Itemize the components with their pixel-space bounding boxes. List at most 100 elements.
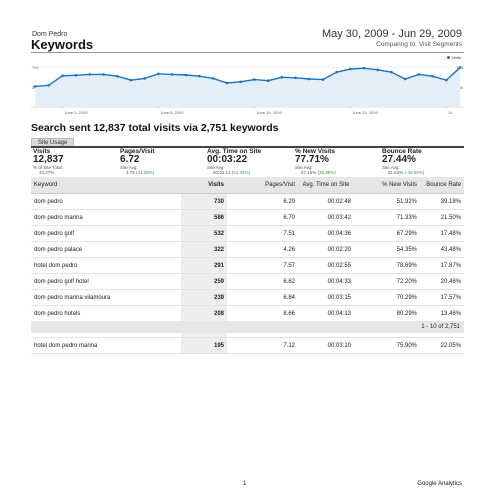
cell-keyword[interactable]: dom pedro palace	[31, 241, 181, 258]
metric-sub: % of Site Total:	[33, 165, 63, 170]
cell-keyword[interactable]: hotel dom pedro	[31, 257, 181, 274]
table-row[interactable]: dom pedro marina 586 6.70 00:03:42 71.33% 21.…	[31, 209, 464, 226]
column-header-bounce-rate[interactable]: Bounce Rate	[420, 177, 464, 194]
metric-new-visits: % New Visits 77.71% Site Avg: 57.15% (35…	[295, 148, 336, 175]
column-header-visits[interactable]: Visits	[181, 177, 227, 194]
y-tick-label-right: 350	[456, 85, 463, 90]
cell-new-visits: 71.33%	[354, 209, 420, 226]
metric-name: Avg. Time on Site	[207, 148, 262, 155]
table-row[interactable]: dom pedro marina vilamoura 239 6.84 00:03:1…	[31, 289, 464, 306]
cell-new-visits: 54.35%	[354, 241, 420, 258]
metric-change: (41.38%)	[136, 170, 155, 175]
column-header-pages-visit[interactable]: Pages/Visit	[227, 177, 298, 194]
metric-sub-value: 57.15%	[301, 170, 317, 175]
data-point	[74, 73, 78, 77]
data-point	[33, 85, 37, 88]
data-point	[239, 80, 242, 84]
metric-value: 6.72	[120, 154, 140, 165]
cell-avg-time: 00:02:20	[298, 241, 354, 258]
table-row[interactable]: dom pedro golf hotel 259 6.62 00:04:33 72.20…	[31, 273, 464, 290]
metric-sub: Site Avg:	[295, 165, 313, 170]
cell-keyword[interactable]: dom pedro marina vilamoura	[31, 289, 181, 306]
metric-pages-visit: Pages/Visit 6.72 Site Avg: 4.75 (41.38%)	[120, 148, 155, 175]
data-point	[225, 81, 229, 85]
column-header-keyword[interactable]: Keyword	[31, 177, 181, 194]
cell-visits: 730	[181, 193, 227, 210]
column-header-new-visits[interactable]: % New Visits	[354, 177, 420, 194]
cell-keyword[interactable]: dom pedro golf	[31, 225, 181, 242]
data-point	[431, 74, 434, 78]
cell-keyword[interactable]: dom pedro hotels	[31, 305, 181, 322]
x-tick-label: June 8, 2009	[160, 110, 184, 115]
data-point	[253, 78, 256, 81]
cell-avg-time: 00:03:15	[298, 289, 354, 306]
data-point	[211, 77, 215, 80]
x-tick-label: Ju	[448, 110, 452, 115]
page-number: 1	[243, 481, 247, 487]
data-point	[349, 67, 352, 71]
data-point	[280, 75, 284, 79]
table-row[interactable]: dom pedro palace 322 4.26 00:02:20 54.35% 43.…	[31, 241, 464, 258]
cell-avg-time: 00:04:36	[298, 225, 354, 242]
data-point	[362, 66, 366, 70]
cell-pages-visit: 6.62	[227, 273, 298, 290]
series-area	[35, 67, 460, 107]
cell-new-visits: 70.29%	[354, 289, 420, 306]
metric-sub-value: 51.63%	[388, 170, 404, 175]
metric-avg-time: Avg. Time on Site 00:03:22 Site Avg: 00:…	[207, 148, 261, 175]
pagination: 1 - 10 of 2,751	[31, 321, 464, 333]
cell-visits: 586	[181, 209, 227, 226]
metric-change: (51.34%)	[231, 170, 251, 175]
cell-keyword[interactable]: dom pedro marina	[31, 209, 181, 226]
date-range[interactable]: May 30, 2009 - Jun 29, 2009	[321, 28, 462, 40]
x-tick-label: June 1, 2009	[64, 110, 88, 115]
data-point	[458, 66, 462, 69]
cell-pages-visit: 7.57	[227, 257, 298, 274]
cell-avg-time: 00:02:55	[298, 257, 354, 274]
metric-sub-value: 4.75	[126, 170, 135, 175]
cell-avg-time: 00:04:33	[298, 273, 354, 290]
metric-sub: Site Avg:	[207, 165, 225, 170]
x-tick-label: June 22, 2009	[352, 110, 378, 115]
data-point	[170, 73, 174, 76]
table-row[interactable]: dom pedro hotels 208 8.66 00:04:13 80.29% 13.…	[31, 305, 464, 322]
table-row[interactable]: dom pedro 730 6.29 00:02:48 51.92% 39.18%	[31, 193, 464, 210]
footer-brand: Google Analytics	[417, 481, 462, 487]
table-row[interactable]: hotel dom pedro 291 7.57 00:02:55 78.69% 17.8…	[31, 257, 464, 274]
cell-new-visits: 75.90%	[354, 337, 420, 354]
cell-keyword[interactable]: hotel dom pedro marina	[31, 337, 181, 354]
cell-keyword[interactable]: dom pedro golf hotel	[31, 273, 181, 290]
cell-visits: 532	[181, 225, 227, 242]
cell-bounce-rate: 17.48%	[420, 225, 464, 242]
metric-value: 12,837	[33, 154, 64, 165]
metric-change: (-46.85%)	[404, 170, 425, 175]
tab-site-usage[interactable]: Site Usage	[31, 138, 75, 147]
metric-change: (35.98%)	[317, 170, 336, 175]
data-point	[47, 83, 51, 87]
cell-bounce-rate: 21.50%	[420, 209, 464, 226]
legend-dot-icon	[446, 56, 450, 60]
cell-bounce-rate: 17.87%	[420, 257, 464, 274]
cell-keyword[interactable]: dom pedro	[31, 193, 181, 210]
cell-avg-time: 00:03:42	[298, 209, 354, 226]
cell-visits: 208	[181, 305, 227, 322]
metric-bounce-rate: Bounce Rate 27.44% Site Avg: 51.63% (-46…	[382, 148, 424, 175]
comparing-to-label: Comparing to: Visit Segments	[376, 41, 462, 48]
table-row[interactable]: dom pedro golf 532 7.51 00:04:36 67.29% 17.48…	[31, 225, 464, 242]
column-header-avg-time[interactable]: Avg. Time on Site	[298, 177, 354, 194]
metric-value: 77.71%	[295, 154, 329, 165]
cell-new-visits: 80.29%	[354, 305, 420, 322]
table-header-row: Keyword Visits Pages/Visit Avg. Time on …	[31, 177, 464, 194]
cell-new-visits: 67.29%	[354, 225, 420, 242]
data-point	[157, 72, 160, 76]
metric-value: 00:03:22	[207, 154, 248, 165]
cell-pages-visit: 6.84	[227, 289, 298, 306]
table-row[interactable]: hotel dom pedro marina 195 7.12 00:03:10 75.…	[31, 337, 464, 354]
data-point	[61, 74, 64, 78]
cell-avg-time: 00:02:48	[298, 193, 354, 210]
cell-bounce-rate: 20.46%	[420, 273, 464, 290]
report-title: Keywords	[31, 37, 94, 52]
cell-pages-visit: 7.12	[227, 337, 298, 354]
